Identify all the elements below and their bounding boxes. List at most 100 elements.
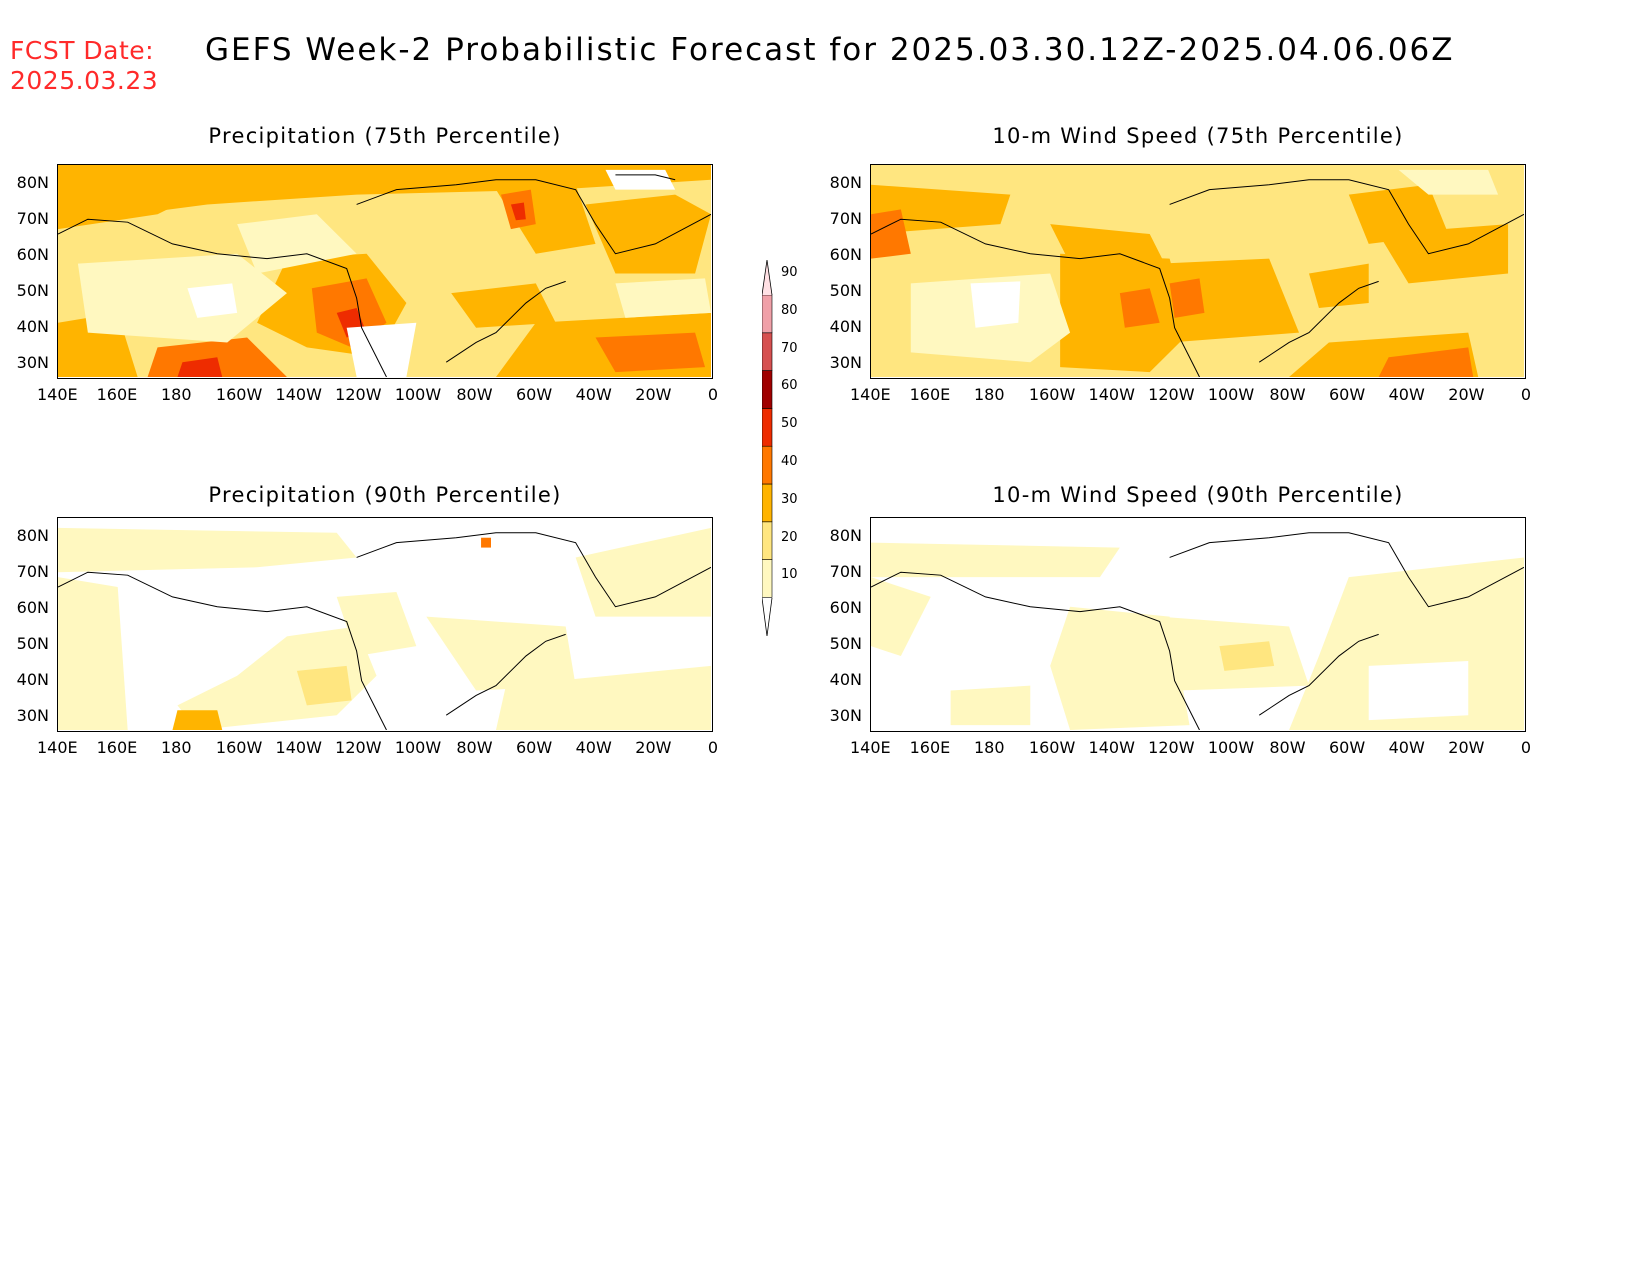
lat-tick-label: 50N (16, 634, 49, 653)
lon-tick-label: 20W (1448, 738, 1485, 757)
colorbar-segment (761, 408, 773, 447)
lon-tick-label: 40W (575, 385, 612, 404)
fcst-date-value: 2025.03.23 (10, 66, 159, 95)
lon-tick-label: 100W (394, 385, 442, 404)
colorbar-tick-label: 50 (781, 416, 798, 432)
lon-tick-label: 140W (1088, 385, 1135, 404)
lon-tick-label: 160E (909, 385, 951, 404)
lon-tick-label: 80W (1269, 738, 1306, 757)
lat-tick-label: 30N (829, 353, 862, 372)
colorbar-segment (761, 445, 773, 485)
lon-tick-label: 140E (37, 385, 78, 404)
lon-tick-label: 60W (515, 385, 553, 404)
map-wind-75 (870, 164, 1526, 379)
colorbar-segment (761, 294, 773, 334)
lat-tick-label: 40N (16, 317, 49, 336)
lon-tick-label: 100W (394, 738, 442, 757)
colorbar-tick-label: 10 (781, 567, 798, 583)
colorbar-tick-label: 70 (781, 340, 798, 356)
lat-tick-label: 50N (829, 281, 862, 300)
lon-tick-label: 160E (96, 738, 138, 757)
lon-tick-label: 140E (850, 385, 891, 404)
lon-tick-label: 140W (1088, 738, 1135, 757)
map-precip-90 (57, 517, 713, 732)
lat-tick-label: 30N (829, 706, 862, 725)
lat-tick-label: 80N (16, 173, 49, 192)
lon-tick-label: 100W (1207, 738, 1255, 757)
colorbar-tick-label: 40 (781, 454, 798, 469)
lat-tick-label: 80N (829, 173, 862, 192)
lon-tick-label: 120W (1148, 385, 1195, 404)
colorbar-tick-label: 20 (781, 529, 798, 545)
map-wind-90 (870, 517, 1526, 732)
colorbar-tick-label: 90 (781, 265, 798, 280)
lat-tick-label: 40N (829, 317, 862, 336)
lon-tick-label: 20W (1448, 385, 1485, 404)
colorbar-graphic (761, 259, 773, 637)
lon-tick-label: 40W (1388, 738, 1425, 757)
lon-tick-label: 140W (275, 738, 322, 757)
panel-title-precip-75: Precipitation (75th Percentile) (208, 124, 562, 148)
lon-tick-label: 160W (215, 738, 263, 757)
colorbar-segment (761, 483, 773, 523)
lon-tick-label: 160W (1028, 385, 1076, 404)
lat-tick-label: 80N (829, 526, 862, 545)
main-title: GEFS Week-2 Probabilistic Forecast for 2… (205, 32, 1455, 68)
colorbar-tick-label: 60 (781, 378, 798, 394)
lat-tick-label: 60N (829, 598, 862, 617)
lat-tick-label: 30N (16, 353, 49, 372)
colorbar-segment (761, 559, 773, 598)
lon-tick-label: 20W (635, 738, 672, 757)
lon-tick-label: 40W (575, 738, 612, 757)
lon-tick-label: 160E (909, 738, 951, 757)
colorbar-tick-label: 80 (781, 302, 798, 318)
lon-tick-label: 100W (1207, 385, 1255, 404)
panel-title-wind-90: 10-m Wind Speed (90th Percentile) (992, 483, 1404, 507)
lat-tick-label: 50N (16, 281, 49, 300)
lat-tick-label: 70N (16, 562, 49, 581)
lon-tick-label: 140E (850, 738, 891, 757)
lat-tick-label: 60N (16, 245, 49, 264)
lon-tick-label: 160W (215, 385, 263, 404)
map-precip-75 (57, 164, 713, 379)
lon-tick-label: 180 (160, 738, 192, 757)
lon-tick-label: 180 (973, 738, 1005, 757)
lat-tick-label: 60N (16, 598, 49, 617)
lon-tick-label: 120W (335, 738, 382, 757)
lon-tick-label: 120W (1148, 738, 1195, 757)
colorbar-segment (761, 332, 773, 371)
panel-title-wind-75: 10-m Wind Speed (75th Percentile) (992, 124, 1404, 148)
lon-tick-label: 60W (1328, 738, 1366, 757)
fcst-label-text: FCST Date: (10, 36, 155, 65)
lon-tick-label: 80W (456, 385, 493, 404)
lon-tick-label: 140W (275, 385, 322, 404)
lat-tick-label: 70N (829, 209, 862, 228)
lat-tick-label: 80N (16, 526, 49, 545)
lat-tick-label: 30N (16, 706, 49, 725)
lon-tick-label: 80W (456, 738, 493, 757)
colorbar-segment (761, 521, 773, 560)
lon-tick-label: 0 (707, 385, 719, 404)
lat-tick-label: 70N (829, 562, 862, 581)
lat-tick-label: 60N (829, 245, 862, 264)
lon-tick-label: 60W (1328, 385, 1366, 404)
lat-tick-label: 50N (829, 634, 862, 653)
lon-tick-label: 0 (1520, 385, 1532, 404)
colorbar-tick-label: 30 (781, 491, 798, 507)
lon-tick-label: 140E (37, 738, 78, 757)
lat-tick-label: 40N (16, 670, 49, 689)
lon-tick-label: 180 (973, 385, 1005, 404)
fcst-date-label: FCST Date: 2025.03.23 (10, 36, 158, 96)
lat-tick-label: 70N (16, 209, 49, 228)
lon-tick-label: 20W (635, 385, 672, 404)
colorbar-segment (761, 370, 773, 409)
lon-tick-label: 160W (1028, 738, 1076, 757)
lon-tick-label: 40W (1388, 385, 1425, 404)
lon-tick-label: 0 (707, 738, 719, 757)
lat-tick-label: 40N (829, 670, 862, 689)
lon-tick-label: 60W (515, 738, 553, 757)
lon-tick-label: 80W (1269, 385, 1306, 404)
lon-tick-label: 120W (335, 385, 382, 404)
lon-tick-label: 160E (96, 385, 138, 404)
lon-tick-label: 0 (1520, 738, 1532, 757)
